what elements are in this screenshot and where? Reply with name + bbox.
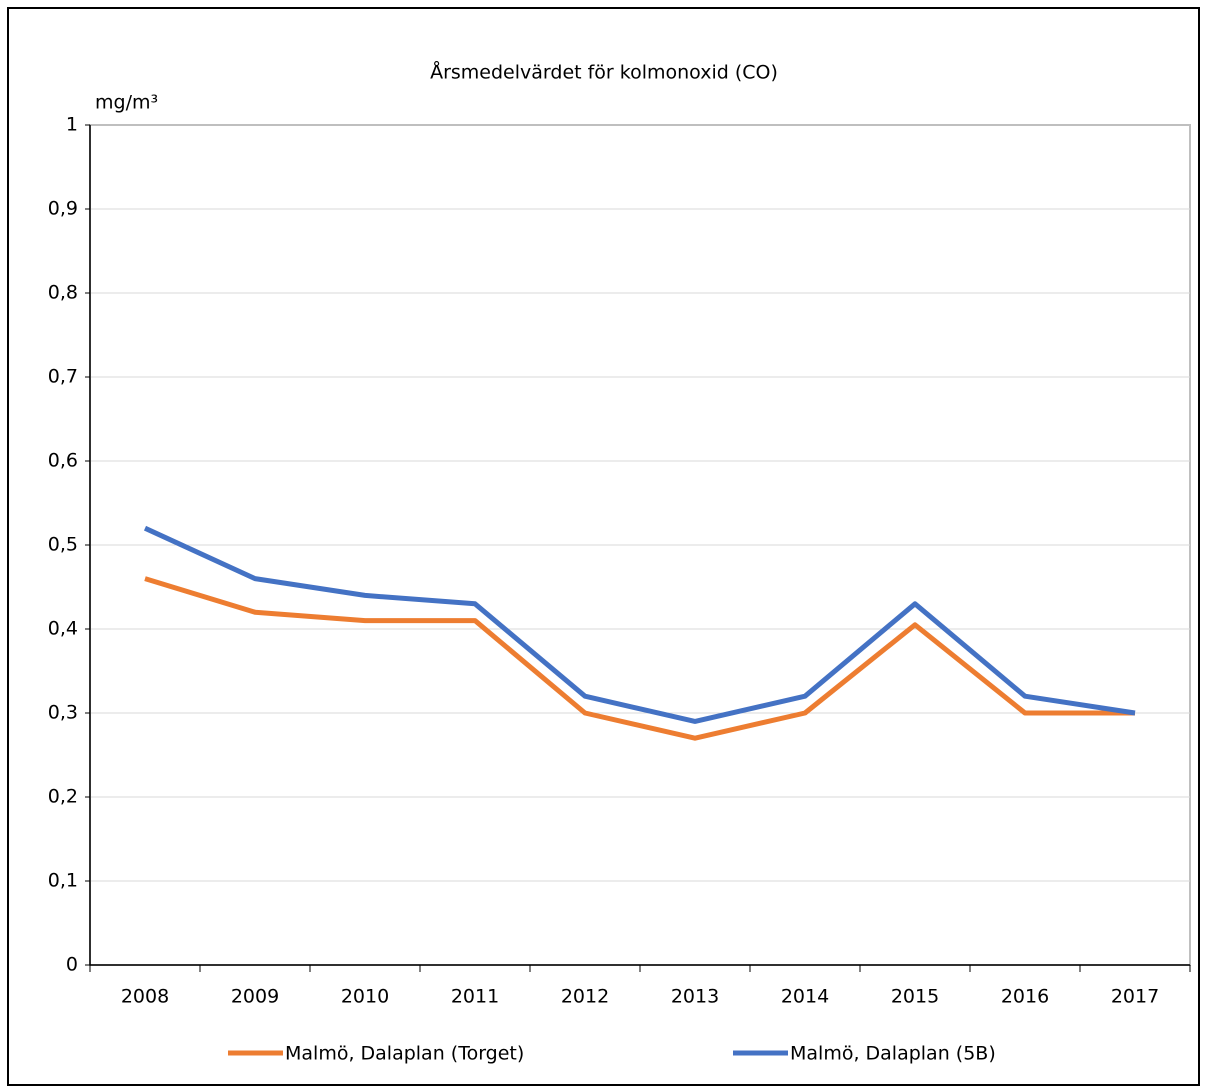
x-tick-label: 2017: [1111, 986, 1159, 1008]
chart-frame: [7, 7, 1200, 1086]
x-tick-label: 2011: [451, 986, 499, 1008]
y-tick-label: 0,8: [48, 282, 78, 304]
y-axis-unit: mg/m³: [95, 92, 158, 114]
y-tick-label: 0: [66, 954, 78, 976]
series-line: [143, 525, 1136, 724]
legend-label: Malmö, Dalaplan (5B): [790, 1043, 996, 1065]
y-tick-label: 0,2: [48, 786, 78, 808]
x-tick-label: 2010: [341, 986, 389, 1008]
y-tick-label: 0,1: [48, 870, 78, 892]
x-tick-label: 2014: [781, 986, 829, 1008]
x-tick-label: 2009: [231, 986, 279, 1008]
y-tick-label: 0,5: [48, 534, 78, 556]
legend-label: Malmö, Dalaplan (Torget): [285, 1043, 524, 1065]
y-tick-label: 0,3: [48, 702, 78, 724]
y-tick-label: 0,7: [48, 366, 78, 388]
x-tick-label: 2013: [671, 986, 719, 1008]
x-tick-label: 2008: [121, 986, 169, 1008]
series-line: [144, 576, 1135, 741]
y-tick-label: 0,9: [48, 198, 78, 220]
x-tick-label: 2012: [561, 986, 609, 1008]
y-tick-label: 0,6: [48, 450, 78, 472]
x-tick-label: 2016: [1001, 986, 1049, 1008]
y-tick-label: 1: [66, 114, 78, 136]
chart-title: Årsmedelvärdet för kolmonoxid (CO): [430, 61, 778, 84]
x-tick-label: 2015: [891, 986, 939, 1008]
y-tick-label: 0,4: [48, 618, 78, 640]
